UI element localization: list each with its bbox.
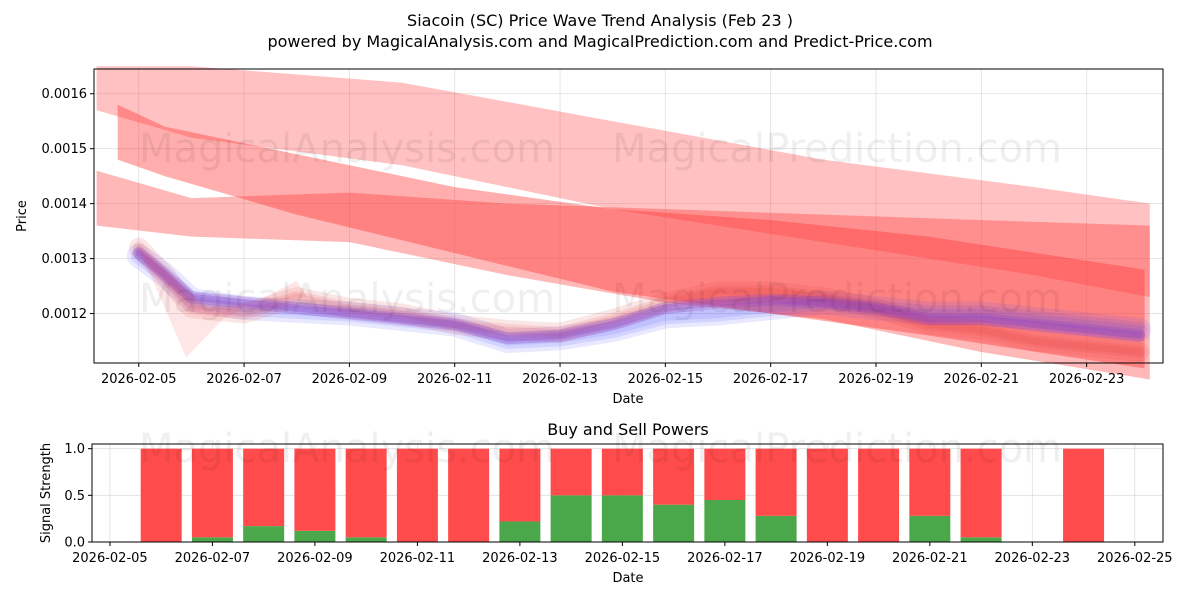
- middle-band: [117, 104, 1145, 369]
- buy-bar: [909, 515, 951, 542]
- power-x-tick-label: 2026-02-19: [790, 551, 866, 566]
- power-x-tick-label: 2026-02-07: [175, 551, 251, 566]
- sell-bar: [550, 448, 592, 496]
- power-plot-frame: [91, 443, 1164, 543]
- sell-bar: [1063, 448, 1105, 542]
- price-grid: [94, 69, 1163, 363]
- price-plot-frame: [93, 68, 1164, 364]
- price-plot: MagicalAnalysis.com MagicalPrediction.co…: [15, 66, 1164, 407]
- power-x-ticks: 2026-02-05 2026-02-07 2026-02-09 2026-02-11…: [72, 542, 1173, 566]
- power-x-tick-label: 2026-02-05: [72, 551, 148, 566]
- price-x-tick-label: 2026-02-09: [312, 372, 388, 387]
- price-y-tick-label: 0.0014: [42, 197, 88, 212]
- price-blue-line: [134, 251, 1144, 346]
- sell-bar: [499, 448, 541, 522]
- sell-bar: [345, 448, 387, 538]
- price-y-label: Price: [15, 200, 30, 232]
- power-x-label: Date: [612, 571, 643, 586]
- watermark-analysis: MagicalAnalysis.com: [139, 126, 555, 172]
- sell-bar: [755, 448, 797, 516]
- power-y-tick-label: 1.0: [64, 442, 85, 457]
- watermark-prediction: MagicalPrediction.com: [612, 276, 1062, 322]
- price-y-tick-label: 0.0016: [42, 87, 88, 102]
- power-x-tick-label: 2026-02-15: [585, 551, 661, 566]
- sell-bar: [191, 448, 233, 538]
- price-x-tick-label: 2026-02-13: [522, 372, 598, 387]
- price-x-tick-label: 2026-02-23: [1049, 372, 1125, 387]
- lower-band: [96, 170, 1150, 380]
- price-red-spread: [138, 247, 308, 358]
- price-x-label: Date: [612, 392, 643, 407]
- price-y-tick-label: 0.0013: [42, 252, 88, 267]
- price-x-tick-label: 2026-02-21: [944, 372, 1020, 387]
- price-x-ticks: 2026-02-05 2026-02-07 2026-02-09 2026-02-11…: [101, 363, 1124, 387]
- price-x-tick-label: 2026-02-19: [838, 372, 914, 387]
- price-purple-line: [132, 247, 1146, 345]
- power-y-ticks: 0.0 0.5 1.0: [64, 442, 92, 551]
- watermark-prediction: MagicalPrediction.com: [612, 426, 1062, 472]
- price-y-ticks: 0.0012 0.0013 0.0014 0.0015 0.0016: [42, 87, 94, 322]
- sell-bar: [960, 448, 1002, 538]
- price-y-tick-label: 0.0012: [42, 307, 88, 322]
- price-blue-line: [126, 243, 1152, 353]
- price-y-tick-label: 0.0015: [42, 142, 88, 157]
- power-x-tick-label: 2026-02-09: [277, 551, 353, 566]
- buy-bar: [499, 521, 541, 542]
- buy-bar: [960, 537, 1002, 542]
- price-lines: [126, 237, 1152, 362]
- buy-bar: [294, 530, 336, 542]
- power-x-tick-label: 2026-02-13: [482, 551, 558, 566]
- power-title: Buy and Sell Powers: [547, 420, 709, 439]
- price-purple-line: [135, 249, 1143, 342]
- watermark-prediction: MagicalPrediction.com: [612, 126, 1062, 172]
- price-x-tick-label: 2026-02-15: [628, 372, 704, 387]
- power-x-tick-label: 2026-02-25: [1097, 551, 1173, 566]
- chart-subtitle: powered by MagicalAnalysis.com and Magic…: [267, 32, 932, 51]
- buy-bar: [704, 500, 746, 542]
- sell-bar: [396, 448, 438, 542]
- power-bars: [140, 448, 1105, 542]
- price-x-tick-label: 2026-02-05: [101, 372, 177, 387]
- buy-bar: [755, 515, 797, 542]
- price-x-tick-label: 2026-02-17: [733, 372, 809, 387]
- power-x-tick-label: 2026-02-11: [380, 551, 456, 566]
- power-x-tick-label: 2026-02-21: [892, 551, 968, 566]
- power-x-tick-label: 2026-02-17: [687, 551, 763, 566]
- sell-bar: [704, 448, 746, 500]
- price-x-tick-label: 2026-02-07: [206, 372, 282, 387]
- sell-bar: [140, 448, 182, 542]
- sell-bar: [653, 448, 695, 505]
- buy-bar: [550, 495, 592, 542]
- buy-bar: [601, 495, 643, 542]
- sell-bar: [806, 448, 848, 542]
- buy-bar: [243, 526, 285, 542]
- chart-title: Siacoin (SC) Price Wave Trend Analysis (…: [407, 11, 793, 30]
- sell-bar: [909, 448, 951, 516]
- buy-bar: [653, 504, 695, 542]
- price-red-line: [135, 244, 1143, 356]
- sell-bar: [448, 448, 490, 542]
- sell-bar: [294, 448, 336, 531]
- watermark-analysis: MagicalAnalysis.com: [139, 426, 555, 472]
- wave-bands: [96, 66, 1150, 380]
- buy-bar: [191, 537, 233, 542]
- sell-bar: [601, 448, 643, 496]
- buy-bar: [345, 537, 387, 542]
- price-blue-line: [130, 247, 1148, 349]
- watermark-analysis: MagicalAnalysis.com: [139, 276, 555, 322]
- power-plot: Buy and Sell Powers MagicalAnalysis.com …: [39, 420, 1173, 586]
- price-x-tick-label: 2026-02-11: [417, 372, 493, 387]
- price-red-line: [132, 241, 1146, 358]
- sell-bar: [243, 448, 285, 527]
- power-y-tick-label: 0.0: [64, 536, 85, 551]
- power-x-tick-label: 2026-02-23: [995, 551, 1071, 566]
- power-y-tick-label: 0.5: [64, 489, 85, 504]
- upper-band: [96, 66, 1150, 298]
- sell-bar: [858, 448, 900, 542]
- price-red-line: [128, 237, 1150, 362]
- power-y-label: Signal Strength: [39, 443, 54, 543]
